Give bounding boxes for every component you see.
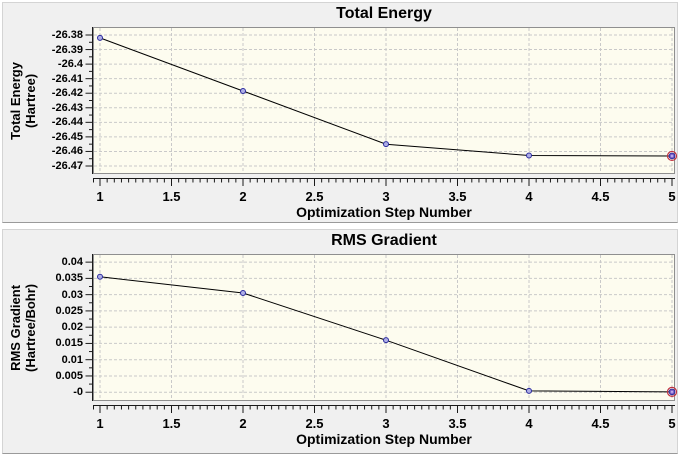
y-tick-label: -26.39 (51, 43, 83, 56)
y-tick-label: -26.4 (57, 58, 83, 71)
x-tick-label: 4.5 (591, 189, 610, 204)
x-tick-label: 1 (96, 189, 104, 204)
x-tick-label: 4 (525, 416, 533, 431)
data-point[interactable] (97, 273, 104, 280)
y-tick-labels: 0.04 0.035 0.03 0.025 0.02 0.015 0.01 0.005 -0 (3, 254, 83, 401)
x-tick-label: 3.5 (448, 416, 467, 431)
rms-gradient-chart-panel: RMS Gradient RMS Gradient (Hartree/Bohr)… (2, 229, 678, 454)
data-point[interactable] (97, 34, 104, 41)
y-tick-labels: -26.38 -26.39 -26.4 -26.41 -26.42 -26.43 -26.4… (3, 27, 83, 174)
x-axis-title: Optimization Step Number (296, 431, 472, 447)
x-tick-label: 3.5 (448, 189, 467, 204)
y-tick-label: -26.46 (51, 145, 83, 158)
y-tick-label: -0 (73, 386, 83, 399)
x-tick-label: 3 (382, 416, 390, 431)
x-tick-label: 2.5 (305, 416, 324, 431)
x-axis-title: Optimization Step Number (296, 204, 472, 220)
data-point[interactable] (383, 337, 390, 344)
y-tick-label: -26.38 (51, 29, 83, 41)
selected-point-ring (666, 386, 678, 397)
y-tick-label: 0.035 (55, 272, 83, 285)
rms-gradient-plot-area[interactable] (93, 254, 678, 401)
data-point[interactable] (525, 152, 532, 159)
x-tick-label: 1.5 (162, 189, 181, 204)
x-tick-labels: 1 1.5 2 2.5 3 3.5 4 4.5 5 (93, 189, 675, 204)
total-energy-chart-panel: Total Energy Total Energy (Hartree) -26.… (2, 2, 678, 223)
data-point[interactable] (383, 141, 390, 148)
data-point[interactable] (240, 88, 247, 95)
chart-title: Total Energy (336, 5, 432, 22)
x-axis-ticks (93, 178, 675, 186)
y-tick-label: 0.025 (55, 304, 83, 317)
plot-border (93, 27, 675, 174)
y-tick-label: 0.015 (55, 337, 83, 350)
y-tick-label: 0.005 (55, 369, 83, 382)
x-tick-label: 1.5 (162, 416, 181, 431)
y-axis-ticks (85, 27, 93, 174)
total-energy-plot-area[interactable] (93, 27, 678, 174)
selected-point-ring (666, 150, 678, 162)
x-tick-label: 2.5 (305, 189, 324, 204)
x-tick-label: 3 (382, 189, 390, 204)
x-tick-label: 2 (239, 416, 247, 431)
x-axis-ticks (93, 405, 675, 413)
chart-title: RMS Gradient (331, 232, 437, 249)
data-point-highlight (670, 154, 673, 157)
y-tick-label: -26.42 (51, 87, 83, 100)
y-tick-label: 0.02 (61, 321, 83, 334)
y-tick-label: -26.44 (51, 116, 83, 129)
y-tick-label: 0.03 (61, 288, 83, 301)
plot-border (93, 254, 675, 401)
y-tick-label: 0.01 (61, 353, 83, 366)
y-tick-label: -26.45 (51, 130, 83, 143)
x-tick-label: 4 (525, 189, 533, 204)
y-tick-label: 0.04 (61, 256, 83, 269)
x-tick-label: 5 (668, 189, 676, 204)
y-tick-label: -26.43 (51, 101, 83, 114)
data-point-highlight (670, 390, 673, 393)
data-point[interactable] (525, 387, 532, 394)
y-axis-ticks (85, 254, 93, 401)
x-tick-label: 2 (239, 189, 247, 204)
x-tick-label: 5 (668, 416, 676, 431)
y-tick-label: -26.47 (51, 159, 83, 172)
x-tick-labels: 1 1.5 2 2.5 3 3.5 4 4.5 5 (93, 416, 675, 431)
plot-background (93, 27, 675, 174)
x-tick-label: 4.5 (591, 416, 610, 431)
y-tick-label: -26.41 (51, 72, 83, 85)
x-tick-label: 1 (96, 416, 104, 431)
data-point[interactable] (240, 290, 247, 297)
